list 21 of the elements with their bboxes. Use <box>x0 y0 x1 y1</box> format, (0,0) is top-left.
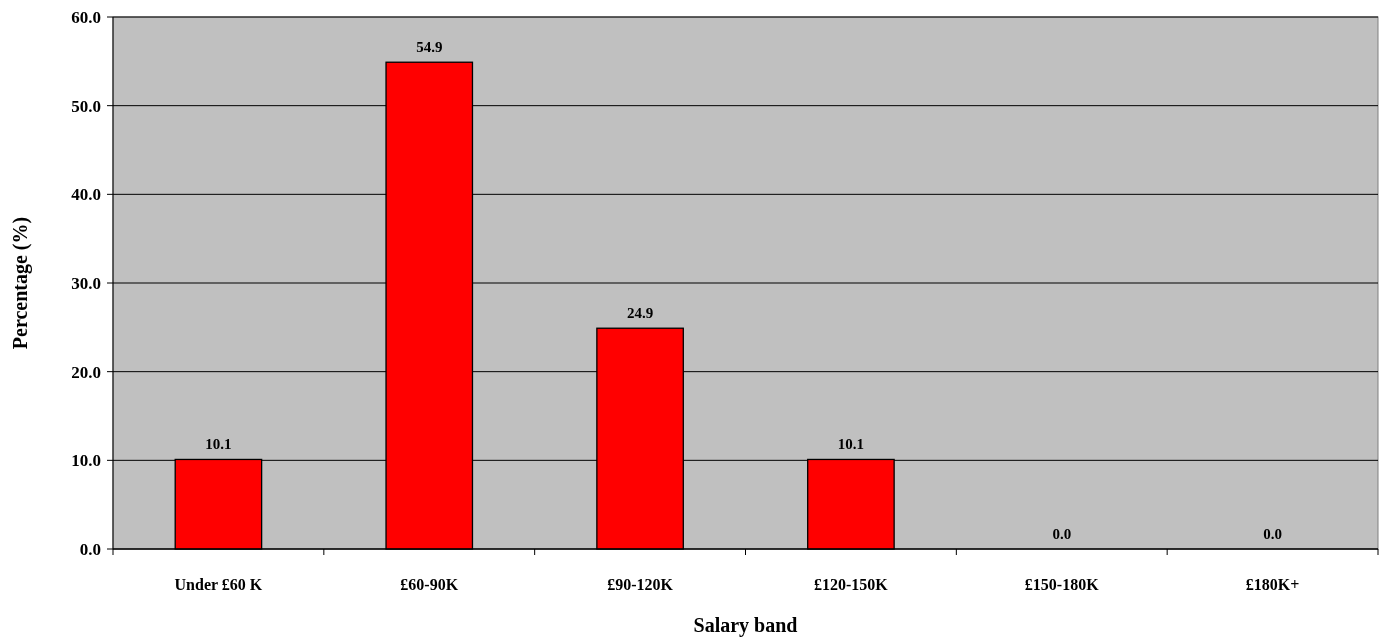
data-label: 10.1 <box>837 436 865 453</box>
y-tick-label: 30.0 <box>71 273 101 293</box>
y-tick-label: 20.0 <box>71 362 101 382</box>
y-tick-label: 10.0 <box>71 451 101 471</box>
x-tick-label: Under £60 K <box>174 576 263 593</box>
y-tick-label: 60.0 <box>71 7 101 27</box>
y-tick-label: 0.0 <box>79 539 101 559</box>
data-label: 0.0 <box>1263 526 1282 542</box>
x-tick-label: £120-150K <box>814 576 889 593</box>
x-tick-label: £150-180K <box>1024 576 1100 593</box>
x-tick-label: £90-120K <box>607 576 674 593</box>
data-label: 0.0 <box>1052 526 1072 542</box>
x-axis-title: Salary band <box>693 614 798 637</box>
y-axis-title: Percentage (%) <box>9 216 32 350</box>
y-tick-label: 50.0 <box>71 96 101 116</box>
data-label: 24.9 <box>626 305 654 322</box>
data-label: 54.9 <box>416 39 443 56</box>
x-tick-label: £60-90K <box>400 576 459 593</box>
x-tick-label: £180K+ <box>1245 576 1300 593</box>
data-label: 10.1 <box>205 436 232 453</box>
y-tick-label: 40.0 <box>71 185 101 205</box>
